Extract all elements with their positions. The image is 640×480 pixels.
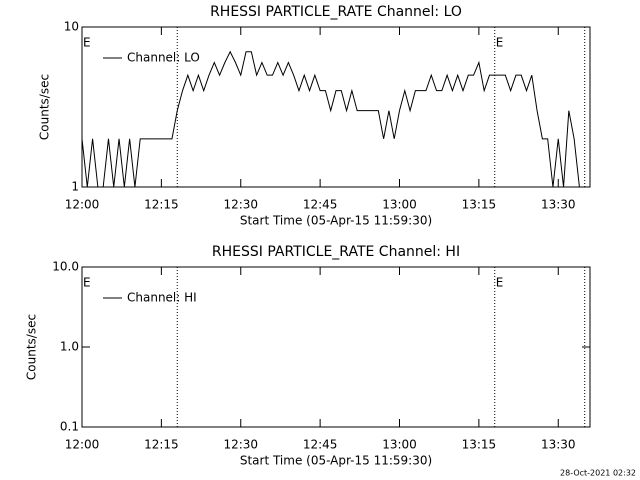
x-tick-label: 13:15 (462, 198, 497, 212)
x-tick-label: 12:00 (65, 438, 100, 452)
x-tick-label: 12:15 (144, 438, 179, 452)
event-label: E (496, 36, 504, 50)
y-tick-label: 0.1 (60, 420, 79, 434)
event-label: E (83, 276, 91, 290)
y-axis-label: Counts/sec (25, 314, 39, 380)
x-axis-label: Start Time (05-Apr-15 11:59:30) (240, 214, 432, 228)
y-axis-label: Counts/sec (38, 74, 52, 140)
data-line (81, 50, 585, 188)
x-tick-label: 13:00 (382, 198, 417, 212)
legend-label: Channel: HI (127, 291, 197, 305)
x-tick-label: 13:00 (382, 438, 417, 452)
x-tick-label: 13:30 (541, 198, 576, 212)
footer-timestamp: 28-Oct-2021 02:32 (560, 469, 636, 478)
y-tick-label: 10 (64, 20, 79, 34)
x-tick-label: 13:30 (541, 438, 576, 452)
x-axis-label: Start Time (05-Apr-15 11:59:30) (240, 454, 432, 468)
chart-title: RHESSI PARTICLE_RATE Channel: HI (212, 244, 460, 260)
y-tick-label: 10.0 (52, 260, 79, 274)
event-label: E (83, 36, 91, 50)
chart-title: RHESSI PARTICLE_RATE Channel: LO (210, 4, 462, 20)
x-tick-label: 12:45 (303, 198, 338, 212)
x-tick-label: 12:45 (303, 438, 338, 452)
x-tick-label: 12:15 (144, 198, 179, 212)
event-label: E (496, 276, 504, 290)
y-tick-label: 1 (71, 180, 79, 194)
x-tick-label: 12:30 (223, 438, 258, 452)
x-tick-label: 13:15 (462, 438, 497, 452)
x-tick-label: 12:30 (223, 198, 258, 212)
y-tick-label: 1.0 (60, 340, 79, 354)
legend-label: Channel: LO (127, 51, 200, 65)
plot-frame (81, 26, 591, 188)
x-tick-label: 12:00 (65, 198, 100, 212)
